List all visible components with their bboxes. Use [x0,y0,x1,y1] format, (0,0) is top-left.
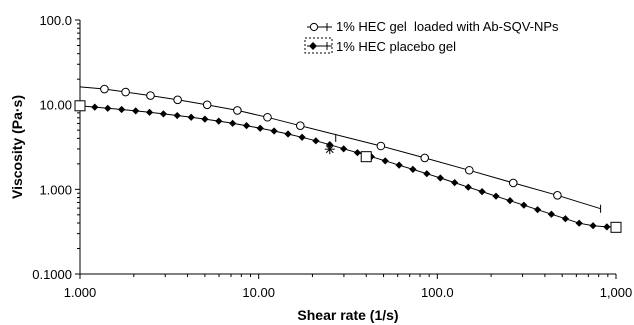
data-point-diamond [159,110,168,118]
data-point-diamond [145,108,154,116]
legend: 1% HEC gel loaded with Ab-SQV-NPs 1% HEC… [304,19,559,54]
data-point-diamond [284,130,292,138]
data-point-circle [376,141,386,151]
data-point-diamond [298,133,306,141]
legend-entry-placebo-gel: 1% HEC placebo gel [304,37,456,54]
data-point-circle [173,95,182,105]
x-tick-label: 100.0 [421,285,454,300]
data-point-circle [508,178,518,188]
data-point-diamond [478,188,486,196]
y-tick-label: 1.000 [39,182,72,197]
data-point-circle [233,106,242,115]
marker-asterisk [324,144,335,155]
data-point-diamond [201,115,209,123]
data-point-diamond [104,104,112,112]
legend-entry-loaded-gel: 1% HEC gel loaded with Ab-SQV-NPs [307,19,559,34]
data-point-diamond [187,113,195,121]
data-point-diamond [533,206,542,214]
data-point-diamond [395,161,403,169]
data-point-circle [263,112,272,122]
data-point-diamond [312,137,320,145]
data-point-diamond [423,170,431,178]
data-point-diamond [353,149,362,157]
data-point-diamond [547,210,556,218]
data-point-diamond [520,201,528,209]
data-point-circle [121,87,130,97]
x-axis-title: Shear rate (1/s) [297,307,398,323]
data-point-diamond [256,124,264,132]
y-tick-label: 0.1000 [32,267,72,282]
data-point-diamond [340,145,348,153]
x-tick-label: 1,000 [600,285,633,300]
legend-dashed-box [304,37,333,54]
data-point-diamond [603,223,611,231]
data-point-diamond [215,117,223,125]
data-point-diamond [270,127,278,135]
data-point-diamond [132,107,140,115]
data-point-circle [420,153,430,163]
marker-square [74,100,86,112]
annotations-layer [74,100,622,233]
data-point-circle [465,165,474,175]
data-point-circle [146,91,155,100]
series-line [79,105,617,228]
marker-square [610,221,622,233]
data-point-diamond [506,197,514,205]
y-tick-label: 100.0 [39,13,72,28]
ticks: 1.000 10.00 100.0 1,000 0.1000 1.000 10.00 100.… [32,13,632,300]
data-point-diamond [575,219,583,227]
data-point-diamond [589,222,597,230]
data-point-diamond [464,183,472,191]
data-point-diamond [561,215,570,223]
data-point-circle [100,84,109,94]
series-1 [76,102,620,231]
y-tick-label: 10.00 [39,98,72,113]
series-layer [76,84,620,231]
data-point-diamond [451,179,459,187]
data-point-circle [295,121,305,130]
data-point-circle [202,100,212,110]
x-tick-label: 10.00 [242,285,275,300]
data-point-diamond [492,192,500,200]
data-point-diamond [242,122,251,130]
data-point-diamond [229,119,237,127]
legend-label-placebo-gel: 1% HEC placebo gel [336,39,456,54]
data-point-diamond [381,157,389,165]
axes [79,20,616,275]
data-point-diamond [118,105,126,114]
data-point-diamond [436,174,444,182]
data-point-diamond [91,103,99,111]
legend-label-loaded-gel: 1% HEC gel loaded with Ab-SQV-NPs [336,19,559,34]
series-0 [79,84,601,210]
data-point-circle [553,191,562,200]
x-tick-label: 1.000 [64,285,97,300]
data-point-diamond [173,111,181,120]
marker-square [360,151,372,163]
y-axis-title: Viscosity (Pa·s) [9,95,25,199]
legend-marker-open-circle [309,22,319,32]
legend-marker-filled-diamond [309,42,317,50]
data-point-diamond [409,165,417,173]
